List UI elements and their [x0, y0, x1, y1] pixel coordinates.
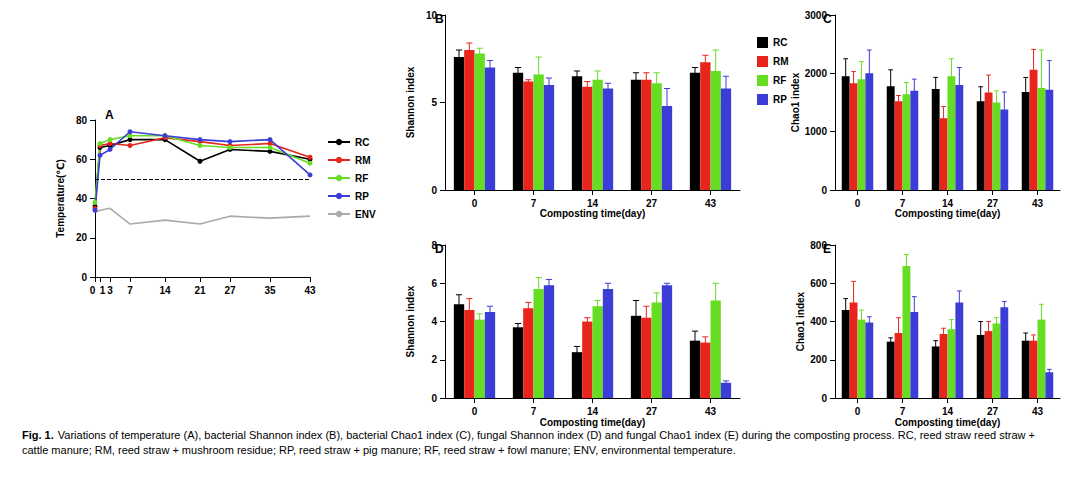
svg-text:20: 20 [76, 232, 88, 243]
svg-text:Composting time(day): Composting time(day) [540, 208, 646, 219]
svg-text:43: 43 [705, 198, 717, 209]
html-text:Fig. 1. Variations of temperat: Fig. 1. Variations of temperature (A), b… [22, 429, 1035, 456]
svg-text:RM: RM [773, 56, 789, 67]
svg-text:Chao1 index: Chao1 index [790, 72, 801, 132]
svg-text:0: 0 [472, 198, 478, 209]
svg-text:14: 14 [587, 198, 599, 209]
svg-text:27: 27 [987, 198, 999, 209]
svg-text:Temperature(℃): Temperature(℃) [55, 159, 66, 238]
svg-text:27: 27 [646, 198, 658, 209]
svg-text:0: 0 [472, 406, 478, 417]
svg-text:ENV: ENV [355, 209, 376, 220]
svg-text:0: 0 [431, 393, 437, 404]
svg-text:14: 14 [942, 406, 954, 417]
svg-text:600: 600 [810, 278, 827, 289]
svg-text:43: 43 [304, 285, 316, 296]
svg-text:2: 2 [431, 354, 437, 365]
svg-text:27: 27 [987, 406, 999, 417]
svg-text:14: 14 [159, 285, 171, 296]
svg-text:4: 4 [431, 316, 437, 327]
svg-text:Shannon index: Shannon index [405, 285, 416, 357]
svg-text:400: 400 [810, 316, 827, 327]
svg-text:7: 7 [127, 285, 133, 296]
svg-text:Chao1 index: Chao1 index [795, 291, 806, 351]
svg-text:RM: RM [355, 155, 371, 166]
svg-text:2000: 2000 [805, 68, 828, 79]
svg-text:43: 43 [1032, 198, 1044, 209]
svg-text:6: 6 [431, 278, 437, 289]
svg-text:0: 0 [90, 285, 96, 296]
svg-text:B: B [435, 12, 444, 26]
svg-text:43: 43 [705, 406, 717, 417]
svg-text:7: 7 [900, 198, 906, 209]
svg-text:1000: 1000 [805, 126, 828, 137]
svg-text:7: 7 [531, 198, 537, 209]
svg-text:0: 0 [855, 406, 861, 417]
svg-text:7: 7 [531, 406, 537, 417]
svg-text:Composting time(day): Composting time(day) [895, 208, 1001, 219]
svg-text:Composting time(day): Composting time(day) [895, 417, 1001, 428]
svg-text:Shannon index: Shannon index [405, 66, 416, 138]
svg-text:7: 7 [900, 406, 906, 417]
svg-text:E: E [823, 242, 831, 256]
svg-text:3000: 3000 [804, 9, 827, 21]
svg-text:200: 200 [810, 354, 827, 365]
svg-text:RC: RC [773, 37, 787, 48]
svg-text:80: 80 [76, 115, 88, 126]
svg-text:60: 60 [76, 154, 88, 165]
svg-text:RC: RC [355, 137, 369, 148]
svg-text:D: D [435, 242, 444, 256]
svg-text:3: 3 [107, 285, 113, 296]
svg-text:0: 0 [821, 393, 827, 404]
svg-text:RF: RF [355, 173, 368, 184]
svg-text:27: 27 [224, 285, 236, 296]
svg-text:0: 0 [81, 272, 87, 283]
svg-text:800: 800 [810, 239, 827, 251]
svg-text:Composting time(day): Composting time(day) [540, 417, 646, 428]
svg-text:14: 14 [942, 198, 954, 209]
svg-text:RP: RP [773, 94, 787, 105]
svg-text:43: 43 [1032, 406, 1044, 417]
svg-text:C: C [823, 12, 832, 26]
svg-text:35: 35 [264, 285, 276, 296]
svg-text:RP: RP [355, 191, 369, 202]
svg-text:1: 1 [100, 285, 106, 296]
svg-text:0: 0 [821, 185, 827, 196]
svg-text:RF: RF [773, 75, 786, 86]
svg-text:0: 0 [431, 185, 437, 196]
svg-text:21: 21 [194, 285, 206, 296]
svg-text:0: 0 [855, 198, 861, 209]
svg-text:27: 27 [646, 406, 658, 417]
svg-text:10: 10 [425, 9, 437, 21]
svg-text:14: 14 [587, 406, 599, 417]
svg-text:5: 5 [431, 97, 437, 108]
svg-text:40: 40 [76, 193, 88, 204]
svg-text:A: A [105, 108, 114, 122]
